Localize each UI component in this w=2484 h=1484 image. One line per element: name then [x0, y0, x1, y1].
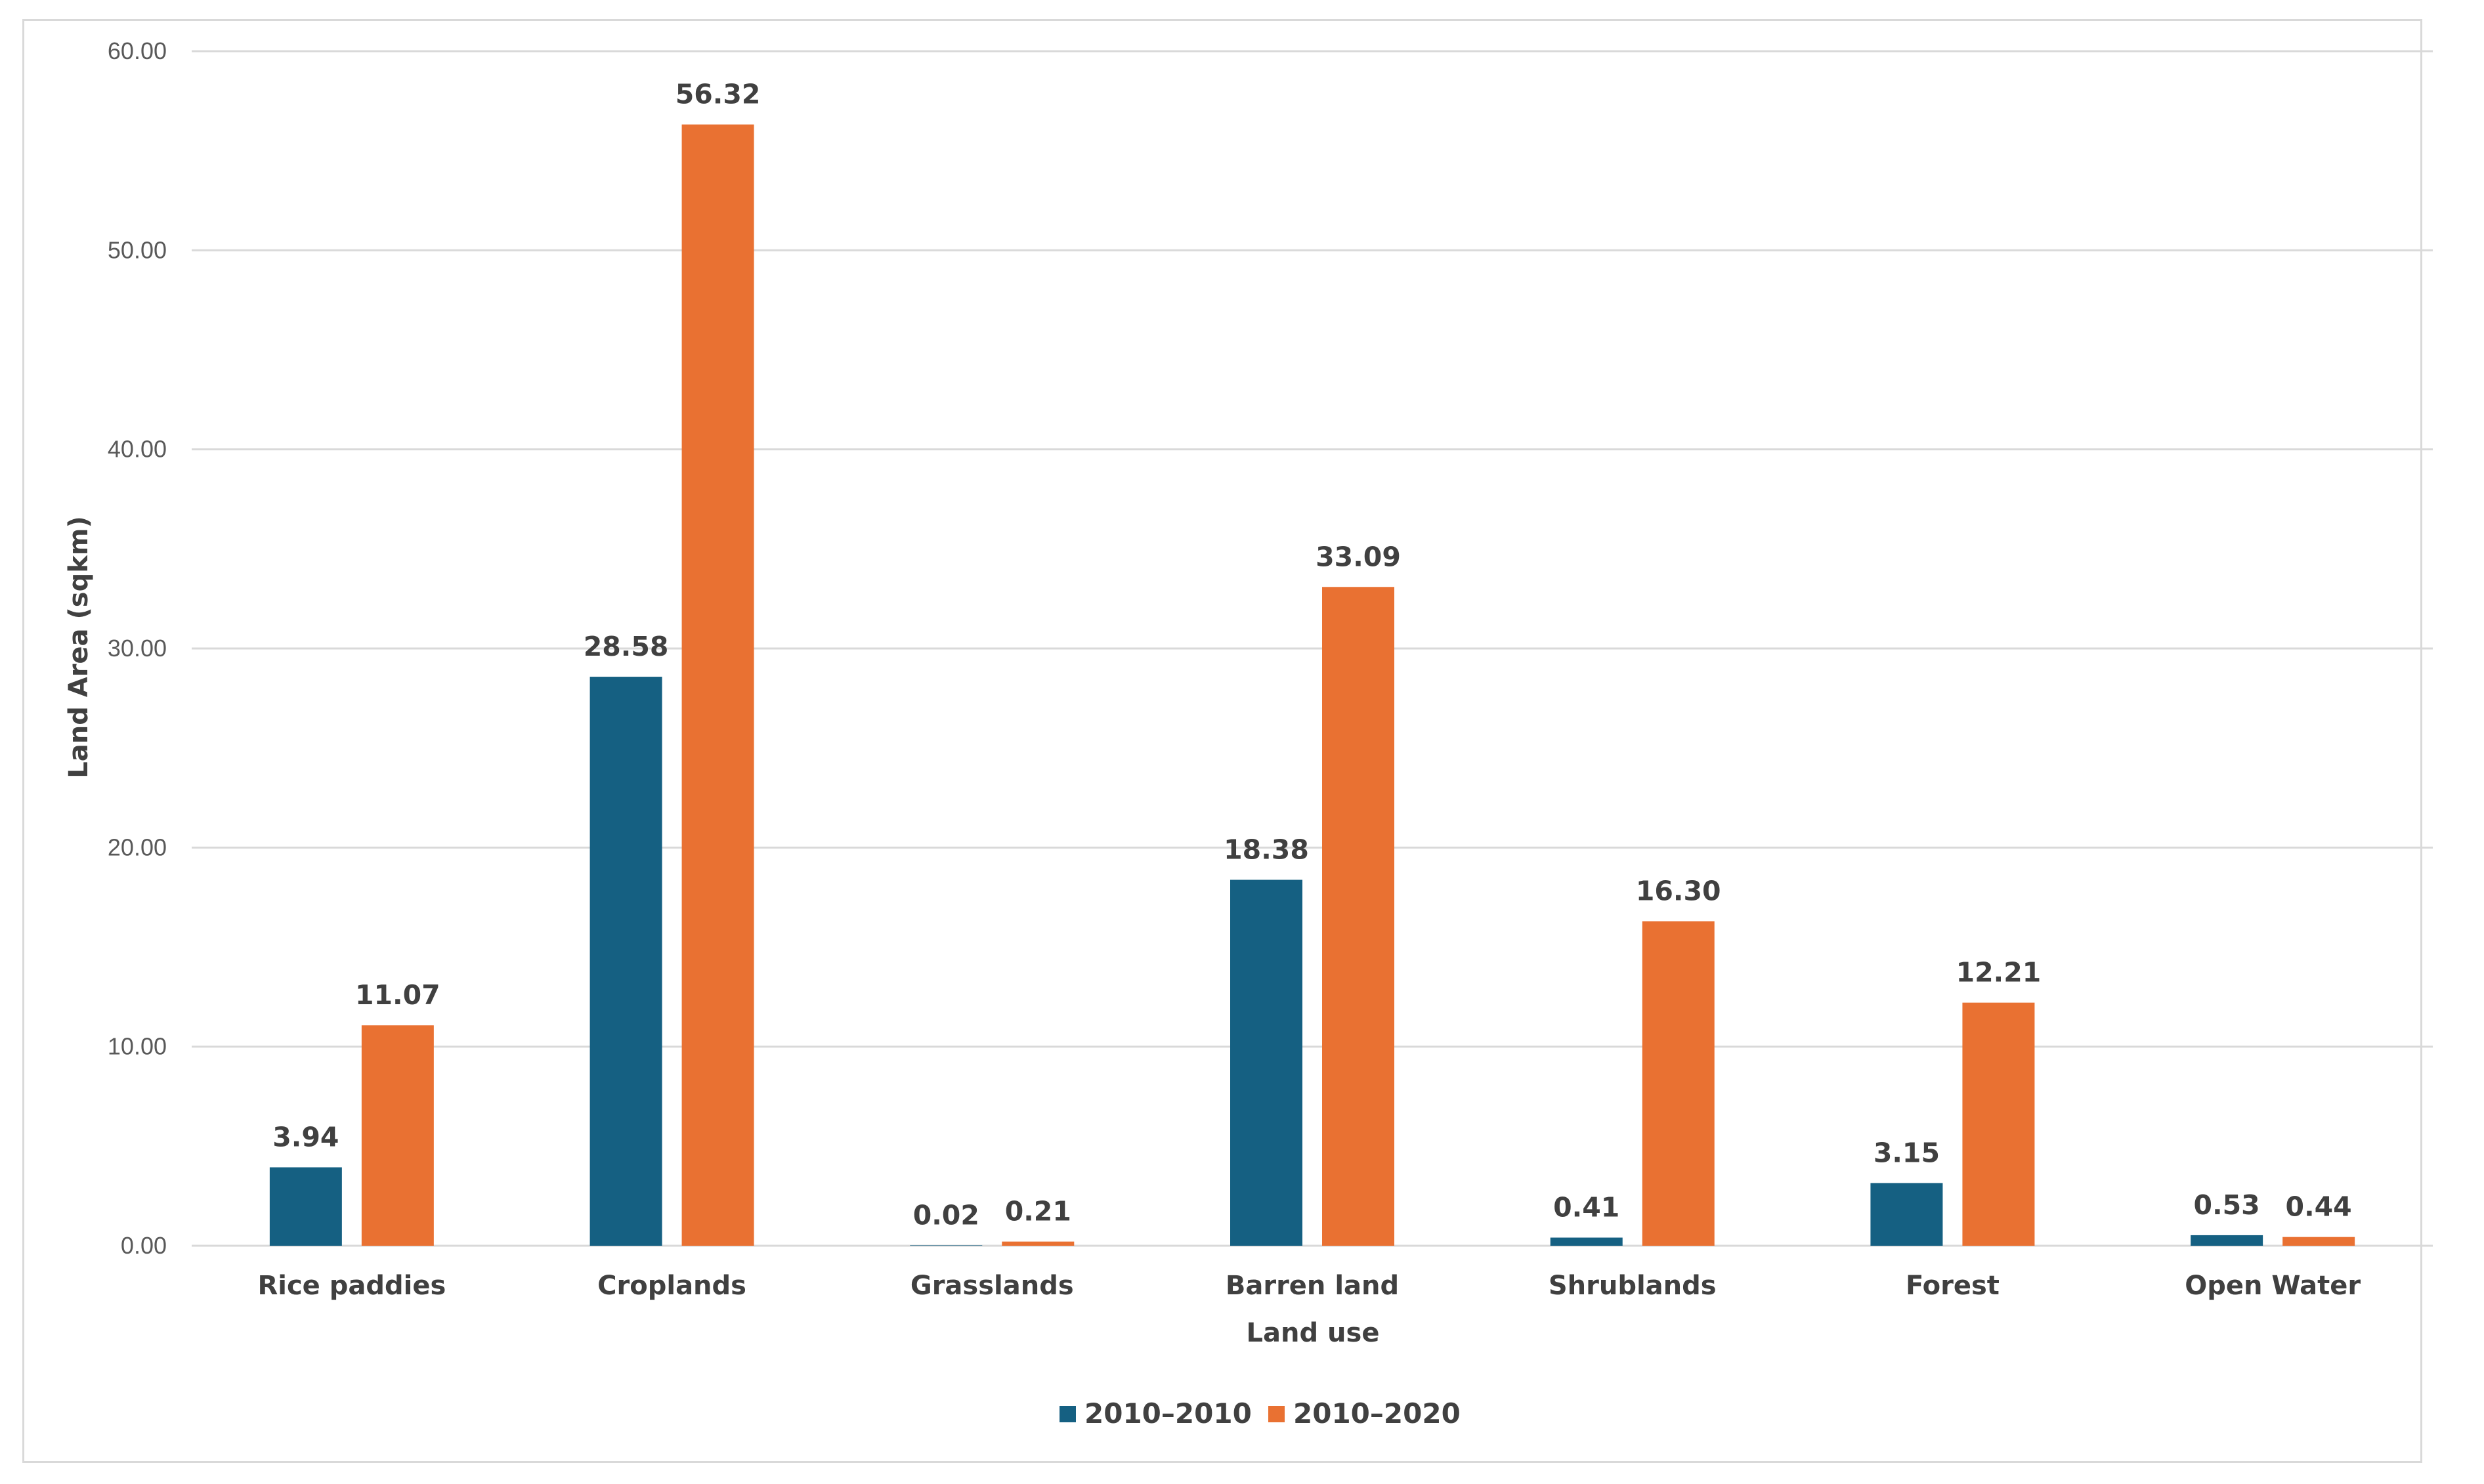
- y-tick-label: 60.00: [108, 37, 167, 64]
- bars: [269, 124, 2355, 1246]
- y-tick-label: 20.00: [108, 834, 167, 860]
- data-label: 0.41: [1553, 1192, 1619, 1223]
- data-labels: 3.94 11.07 28.58 56.32 0.02 0.21 18.38 33.09 0.4…: [272, 79, 2351, 1231]
- bar-2010-2020-grasslands: [1002, 1241, 1075, 1246]
- data-label: 0.21: [1005, 1196, 1071, 1227]
- x-tick-label: Forest: [1906, 1271, 2000, 1301]
- data-label: 3.15: [1874, 1137, 1940, 1168]
- y-axis-title: Land Area (sqkm): [64, 516, 94, 778]
- y-tick-label: 0.00: [121, 1232, 167, 1259]
- x-axis-title: Land use: [1247, 1318, 1380, 1348]
- y-axis-ticks: 0.00 10.00 20.00 30.00 40.00 50.00 60.00: [108, 37, 167, 1259]
- data-label: 3.94: [272, 1121, 339, 1153]
- legend-label-2010-2020: 2010–2020: [1293, 1397, 1461, 1430]
- legend: 2010–2010 2010–2020: [1060, 1397, 1461, 1430]
- data-label: 11.07: [355, 979, 440, 1011]
- x-tick-label: Open Water: [2185, 1271, 2361, 1301]
- data-label: 18.38: [1224, 834, 1309, 865]
- x-tick-label: Croplands: [597, 1271, 746, 1301]
- bar-2010-2010-forest: [1870, 1183, 1943, 1246]
- bar-2010-2020-barren-land: [1322, 587, 1394, 1246]
- x-tick-label: Grasslands: [910, 1271, 1074, 1301]
- gridlines: [192, 50, 2433, 1247]
- x-axis-ticks: Rice paddies Croplands Grasslands Barren la…: [257, 1271, 2361, 1301]
- bar-2010-2020-open-water: [2282, 1237, 2355, 1246]
- x-tick-label: Barren land: [1226, 1271, 1399, 1301]
- bar-2010-2020-shrublands: [1642, 921, 1715, 1246]
- bar-2010-2020-rice-paddies: [361, 1025, 434, 1246]
- legend-label-2010-2010: 2010–2010: [1084, 1397, 1252, 1430]
- bar-2010-2010-rice-paddies: [269, 1167, 342, 1246]
- y-tick-label: 10.00: [108, 1033, 167, 1060]
- y-tick-label: 30.00: [108, 635, 167, 662]
- data-label: 0.53: [2194, 1189, 2260, 1221]
- bar-2010-2020-forest: [1962, 1002, 2035, 1246]
- legend-swatch-2010-2020: [1268, 1406, 1285, 1422]
- data-label: 56.32: [675, 79, 761, 110]
- bar-2010-2010-open-water: [2191, 1235, 2263, 1246]
- legend-swatch-2010-2010: [1060, 1406, 1076, 1422]
- data-label: 28.58: [584, 631, 669, 662]
- data-label: 12.21: [1956, 957, 2042, 988]
- data-label: 0.44: [2286, 1191, 2352, 1223]
- data-label: 0.02: [913, 1199, 979, 1231]
- bar-2010-2010-grasslands: [910, 1245, 983, 1246]
- x-tick-label: Shrublands: [1549, 1271, 1717, 1301]
- data-label: 16.30: [1636, 876, 1721, 907]
- y-tick-label: 50.00: [108, 236, 167, 263]
- x-tick-label: Rice paddies: [257, 1271, 446, 1301]
- bar-2010-2020-croplands: [681, 124, 754, 1246]
- bar-2010-2010-croplands: [589, 677, 662, 1246]
- bar-2010-2010-barren-land: [1230, 880, 1302, 1246]
- data-label: 33.09: [1316, 541, 1401, 572]
- bar-2010-2010-shrublands: [1550, 1237, 1623, 1246]
- y-tick-label: 40.00: [108, 436, 167, 463]
